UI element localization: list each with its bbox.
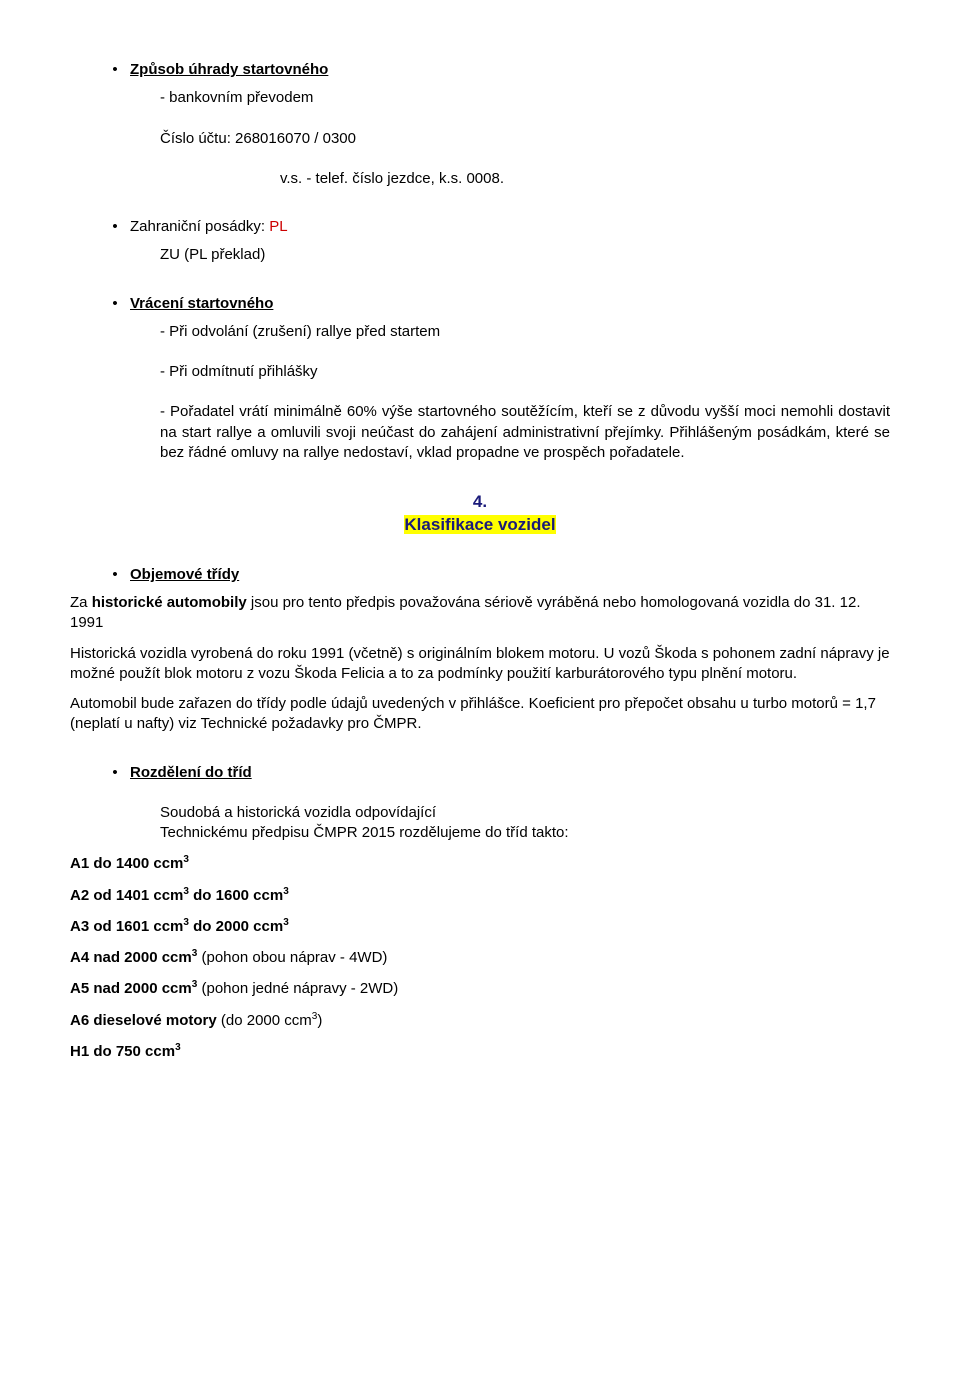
a1b: A1 do 1400 ccm xyxy=(70,855,183,872)
payment-bank-transfer: - bankovním převodem xyxy=(160,88,890,108)
bullet-icon: • xyxy=(100,763,130,783)
class-intro1: Soudobá a historická vozidla odpovídajíc… xyxy=(160,803,890,823)
section-4-number: 4. xyxy=(70,491,890,514)
foreign-sub: ZU (PL překlad) xyxy=(160,245,890,265)
h1s: 3 xyxy=(175,1042,181,1053)
variable-symbol: v.s. - telef. číslo jezdce, k.s. 0008. xyxy=(280,169,890,189)
class-a2: A2 od 1401 ccm3 do 1600 ccm3 xyxy=(70,885,890,906)
section-4-heading: 4. Klasifikace vozidel xyxy=(70,491,890,537)
bullet-icon: • xyxy=(100,565,130,585)
class-a4: A4 nad 2000 ccm3 (pohon obou náprav - 4W… xyxy=(70,947,890,968)
a6b: A6 dieselové motory xyxy=(70,1012,217,1029)
foreign-prefix: Zahraniční posádky: xyxy=(130,218,269,235)
refund-paragraph: - Pořadatel vrátí minimálně 60% výše sta… xyxy=(160,402,890,463)
vp1a: Za xyxy=(70,594,92,611)
a3m: do 2000 ccm xyxy=(189,918,283,935)
class-division-title: Rozdělení do tříd xyxy=(130,763,252,783)
volume-p1: Za historické automobily jsou pro tento … xyxy=(70,593,890,634)
class-division-row: • Rozdělení do tříd xyxy=(100,763,890,783)
vp1b: historické automobily xyxy=(92,594,247,611)
section-4-title-wrap: Klasifikace vozidel xyxy=(70,514,890,537)
class-h1: H1 do 750 ccm3 xyxy=(70,1041,890,1062)
foreign-red: PL xyxy=(269,218,287,235)
account-number: Číslo účtu: 268016070 / 0300 xyxy=(160,129,890,149)
foreign-crews-row: • Zahraniční posádky: PL xyxy=(100,217,890,237)
class-intro2: Technickému předpisu ČMPR 2015 rozděluje… xyxy=(160,823,890,843)
a4b: A4 nad 2000 ccm xyxy=(70,949,192,966)
class-a3: A3 od 1601 ccm3 do 2000 ccm3 xyxy=(70,916,890,937)
payment-method-heading: • Způsob úhrady startovného xyxy=(100,60,890,80)
volume-classes-row: • Objemové třídy xyxy=(100,565,890,585)
refund-heading: Vrácení startovného xyxy=(130,294,273,314)
a6t1: (do 2000 ccm xyxy=(217,1012,312,1029)
a4t: (pohon obou náprav - 4WD) xyxy=(197,949,387,966)
volume-classes-title: Objemové třídy xyxy=(130,565,239,585)
a2m: do 1600 ccm xyxy=(189,887,283,904)
refund-line1: - Při odvolání (zrušení) rallye před sta… xyxy=(160,322,890,342)
bullet-icon: • xyxy=(100,217,130,237)
a2s2: 3 xyxy=(283,886,289,897)
class-a6: A6 dieselové motory (do 2000 ccm3) xyxy=(70,1010,890,1031)
payment-method-title: Způsob úhrady startovného xyxy=(130,60,328,80)
refund-heading-row: • Vrácení startovného xyxy=(100,294,890,314)
section-4-title: Klasifikace vozidel xyxy=(404,515,555,534)
volume-p3: Automobil bude zařazen do třídy podle úd… xyxy=(70,694,890,735)
a5b: A5 nad 2000 ccm xyxy=(70,980,192,997)
h1b: H1 do 750 ccm xyxy=(70,1043,175,1060)
a3s2: 3 xyxy=(283,917,289,928)
a1sup: 3 xyxy=(183,854,189,865)
bullet-icon: • xyxy=(100,60,130,80)
refund-line2: - Při odmítnutí přihlášky xyxy=(160,362,890,382)
a6t2: ) xyxy=(317,1012,322,1029)
class-a1: A1 do 1400 ccm3 xyxy=(70,853,890,874)
a5t: (pohon jedné nápravy - 2WD) xyxy=(197,980,398,997)
a2b: A2 od 1401 ccm xyxy=(70,887,183,904)
class-a5: A5 nad 2000 ccm3 (pohon jedné nápravy - … xyxy=(70,978,890,999)
foreign-crews-text: Zahraniční posádky: PL xyxy=(130,217,288,237)
a3b: A3 od 1601 ccm xyxy=(70,918,183,935)
bullet-icon: • xyxy=(100,294,130,314)
volume-p2: Historická vozidla vyrobená do roku 1991… xyxy=(70,644,890,685)
